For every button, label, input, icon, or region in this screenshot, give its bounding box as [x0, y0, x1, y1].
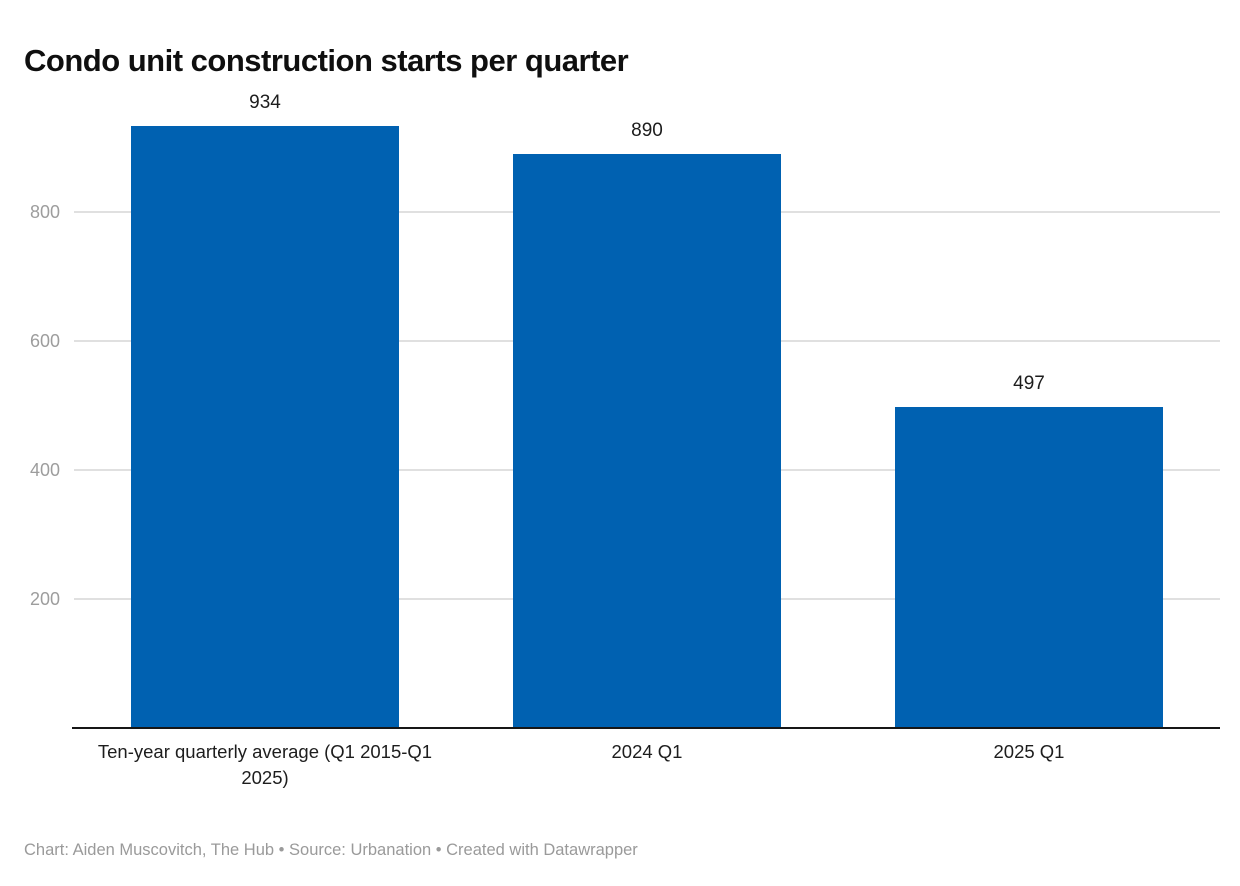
y-tick-label: 600 — [29, 331, 60, 351]
bar-value-label: 890 — [631, 119, 663, 141]
bar — [131, 125, 399, 728]
y-tick-label: 200 — [29, 589, 60, 609]
chart-attribution: Chart: Aiden Muscovitch, The Hub • Sourc… — [24, 841, 638, 859]
x-axis-label: Ten-year quarterly average (Q1 2015-Q1 2… — [97, 741, 433, 788]
x-axis-line — [72, 727, 1220, 729]
bar — [895, 407, 1163, 728]
bar — [513, 153, 781, 728]
y-tick-label: 800 — [29, 202, 60, 222]
y-tick-label: 400 — [29, 460, 60, 480]
chart-title: Condo unit construction starts per quart… — [24, 42, 629, 78]
x-axis-label: 2024 Q1 — [611, 741, 683, 762]
x-axis-label: 2025 Q1 — [993, 741, 1065, 762]
bar-value-label: 497 — [1013, 373, 1045, 395]
bar-value-label: 934 — [249, 91, 281, 113]
